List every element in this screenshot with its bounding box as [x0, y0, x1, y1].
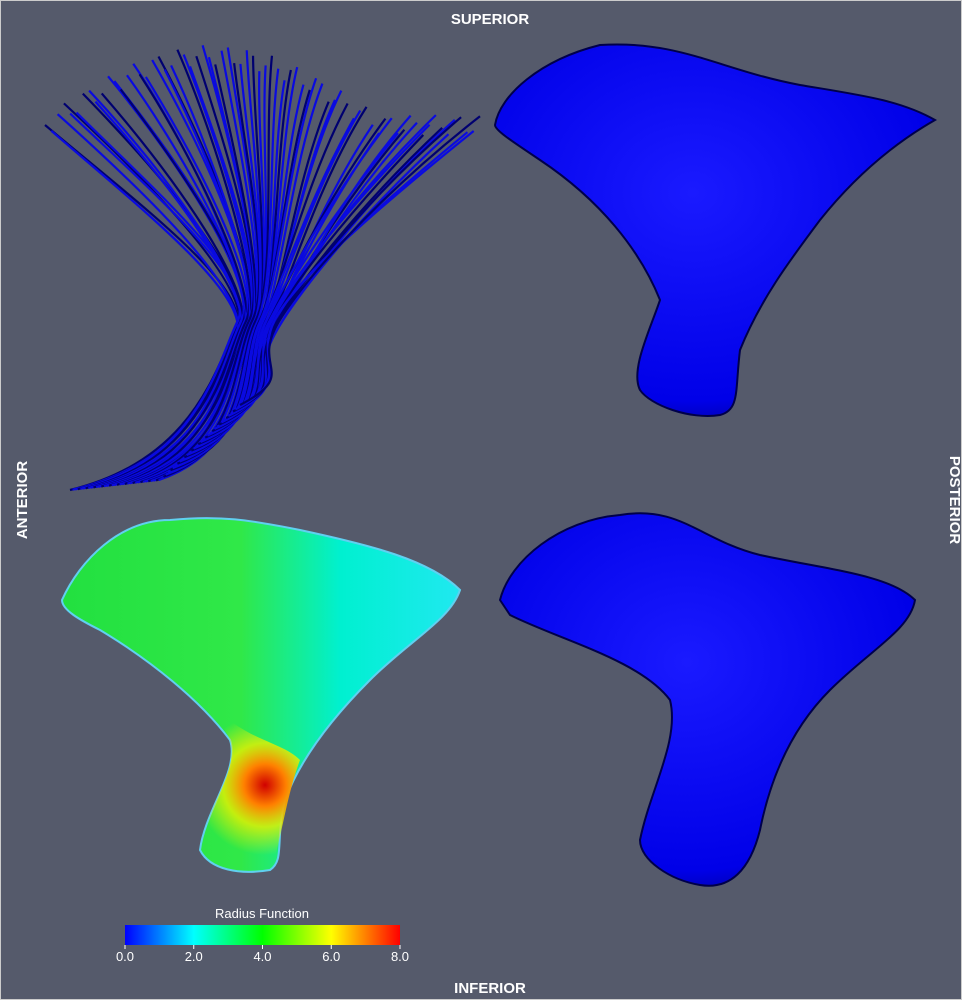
colorbar-tick-label: 6.0	[322, 949, 340, 964]
label-inferior: INFERIOR	[454, 980, 526, 997]
colorbar-tick-label: 4.0	[253, 949, 271, 964]
colorbar	[125, 925, 400, 945]
label-superior: SUPERIOR	[451, 11, 530, 28]
colorbar-tick-label: 0.0	[116, 949, 134, 964]
colorbar-title: Radius Function	[215, 906, 309, 921]
colorbar-tick-label: 2.0	[185, 949, 203, 964]
label-anterior: ANTERIOR	[14, 461, 31, 540]
figure: SUPERIOR INFERIOR ANTERIOR POSTERIOR Rad…	[0, 0, 962, 1000]
page: SUPERIOR INFERIOR ANTERIOR POSTERIOR Rad…	[0, 0, 962, 1000]
label-posterior: POSTERIOR	[946, 456, 962, 545]
colorbar-tick-label: 8.0	[391, 949, 409, 964]
